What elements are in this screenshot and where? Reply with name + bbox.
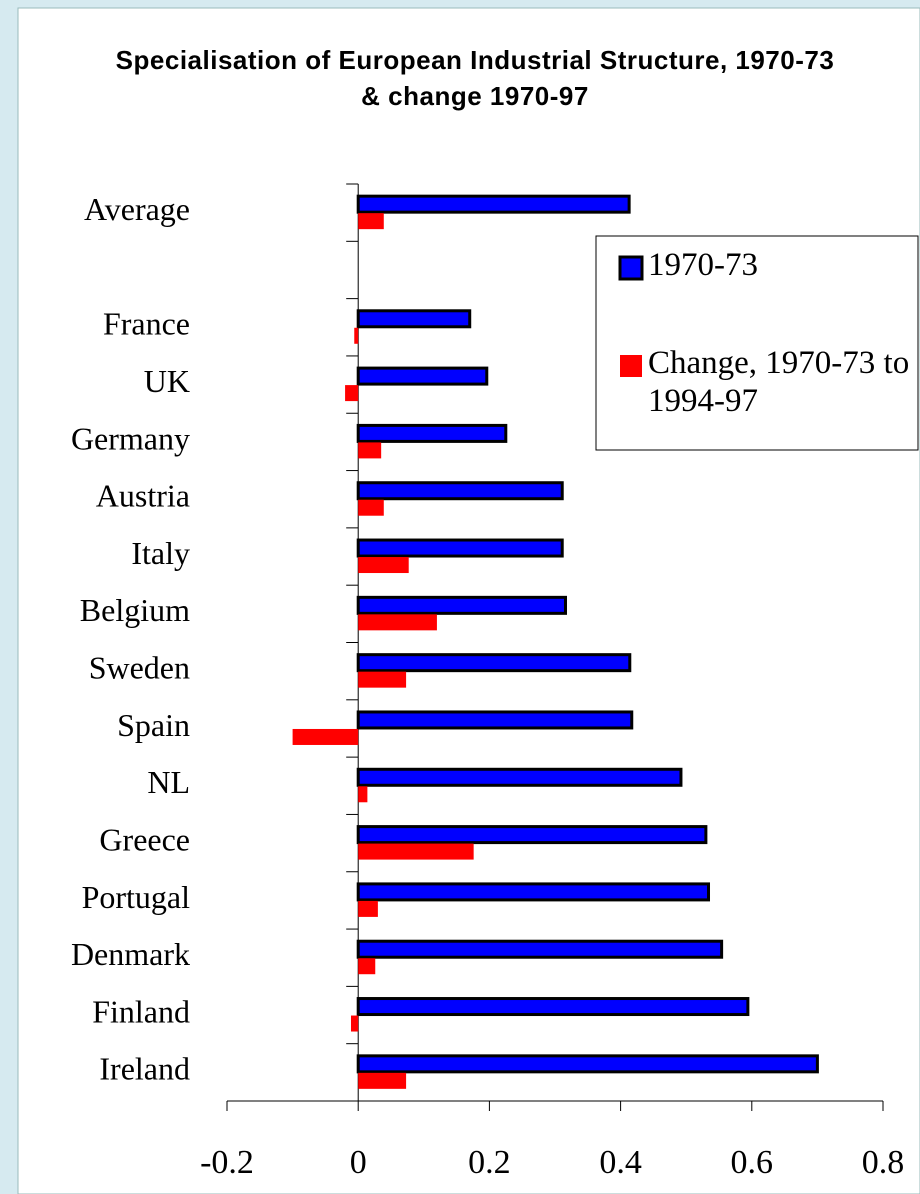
bar [356,1054,819,1074]
y-tick-label: Denmark [71,936,190,972]
bar [358,442,382,459]
bar [356,825,708,845]
bar [356,366,489,386]
y-tick-label: Austria [96,478,190,514]
bar [358,1072,407,1089]
bar [356,423,508,443]
bar [358,557,409,574]
bar [356,710,634,730]
legend-swatch [618,255,644,281]
bar [358,671,407,688]
y-tick-label: Greece [99,821,190,857]
bar [358,499,384,516]
bar [356,653,632,673]
bar [358,843,474,860]
y-tick-label: Portugal [82,879,191,915]
bar [356,309,472,329]
y-tick-label: Average [84,191,190,227]
bar [358,786,368,803]
y-tick-label: Belgium [80,592,190,628]
x-tick-label: 0 [350,1144,367,1181]
bar [350,1015,359,1032]
y-tick-label: Finland [92,993,190,1029]
bar [354,327,359,344]
bar [358,614,437,631]
y-tick-label: Spain [117,707,190,743]
bar [345,385,359,402]
legend-swatch [620,355,642,377]
bar [356,939,724,959]
y-tick-label: UK [144,363,190,399]
legend-label: 1970-73 [648,247,758,283]
bar [292,728,359,745]
bar [356,767,683,787]
legend-label-box: Change, 1970-73 to 1994-97 [648,345,910,419]
y-tick-label: Germany [71,420,190,456]
y-tick-label: NL [147,764,190,800]
y-tick-label: France [103,306,190,342]
bar [356,538,564,558]
bar [356,481,564,501]
bar [356,997,750,1017]
title-box: Specialisation of European Industrial St… [115,45,835,111]
bar [356,194,631,214]
y-tick-label: Sweden [89,650,190,686]
x-tick-label: -0.2 [200,1144,254,1181]
y-tick-label: Ireland [99,1051,190,1087]
bar [358,213,384,230]
bar [356,595,567,615]
bar [356,882,711,902]
chart-title: Specialisation of European Industrial St… [115,45,835,111]
bar [358,958,376,975]
y-tick-label: Italy [131,535,190,571]
x-tick-label: 0.2 [468,1144,511,1181]
legend-label: Change, 1970-73 to 1994-97 [648,345,910,419]
legend-label-box: 1970-73 [648,247,758,283]
legend-box [595,235,919,451]
x-tick-label: 0.8 [862,1144,905,1181]
x-tick-label: 0.4 [599,1144,642,1181]
bar [358,900,378,917]
x-tick-label: 0.6 [731,1144,774,1181]
